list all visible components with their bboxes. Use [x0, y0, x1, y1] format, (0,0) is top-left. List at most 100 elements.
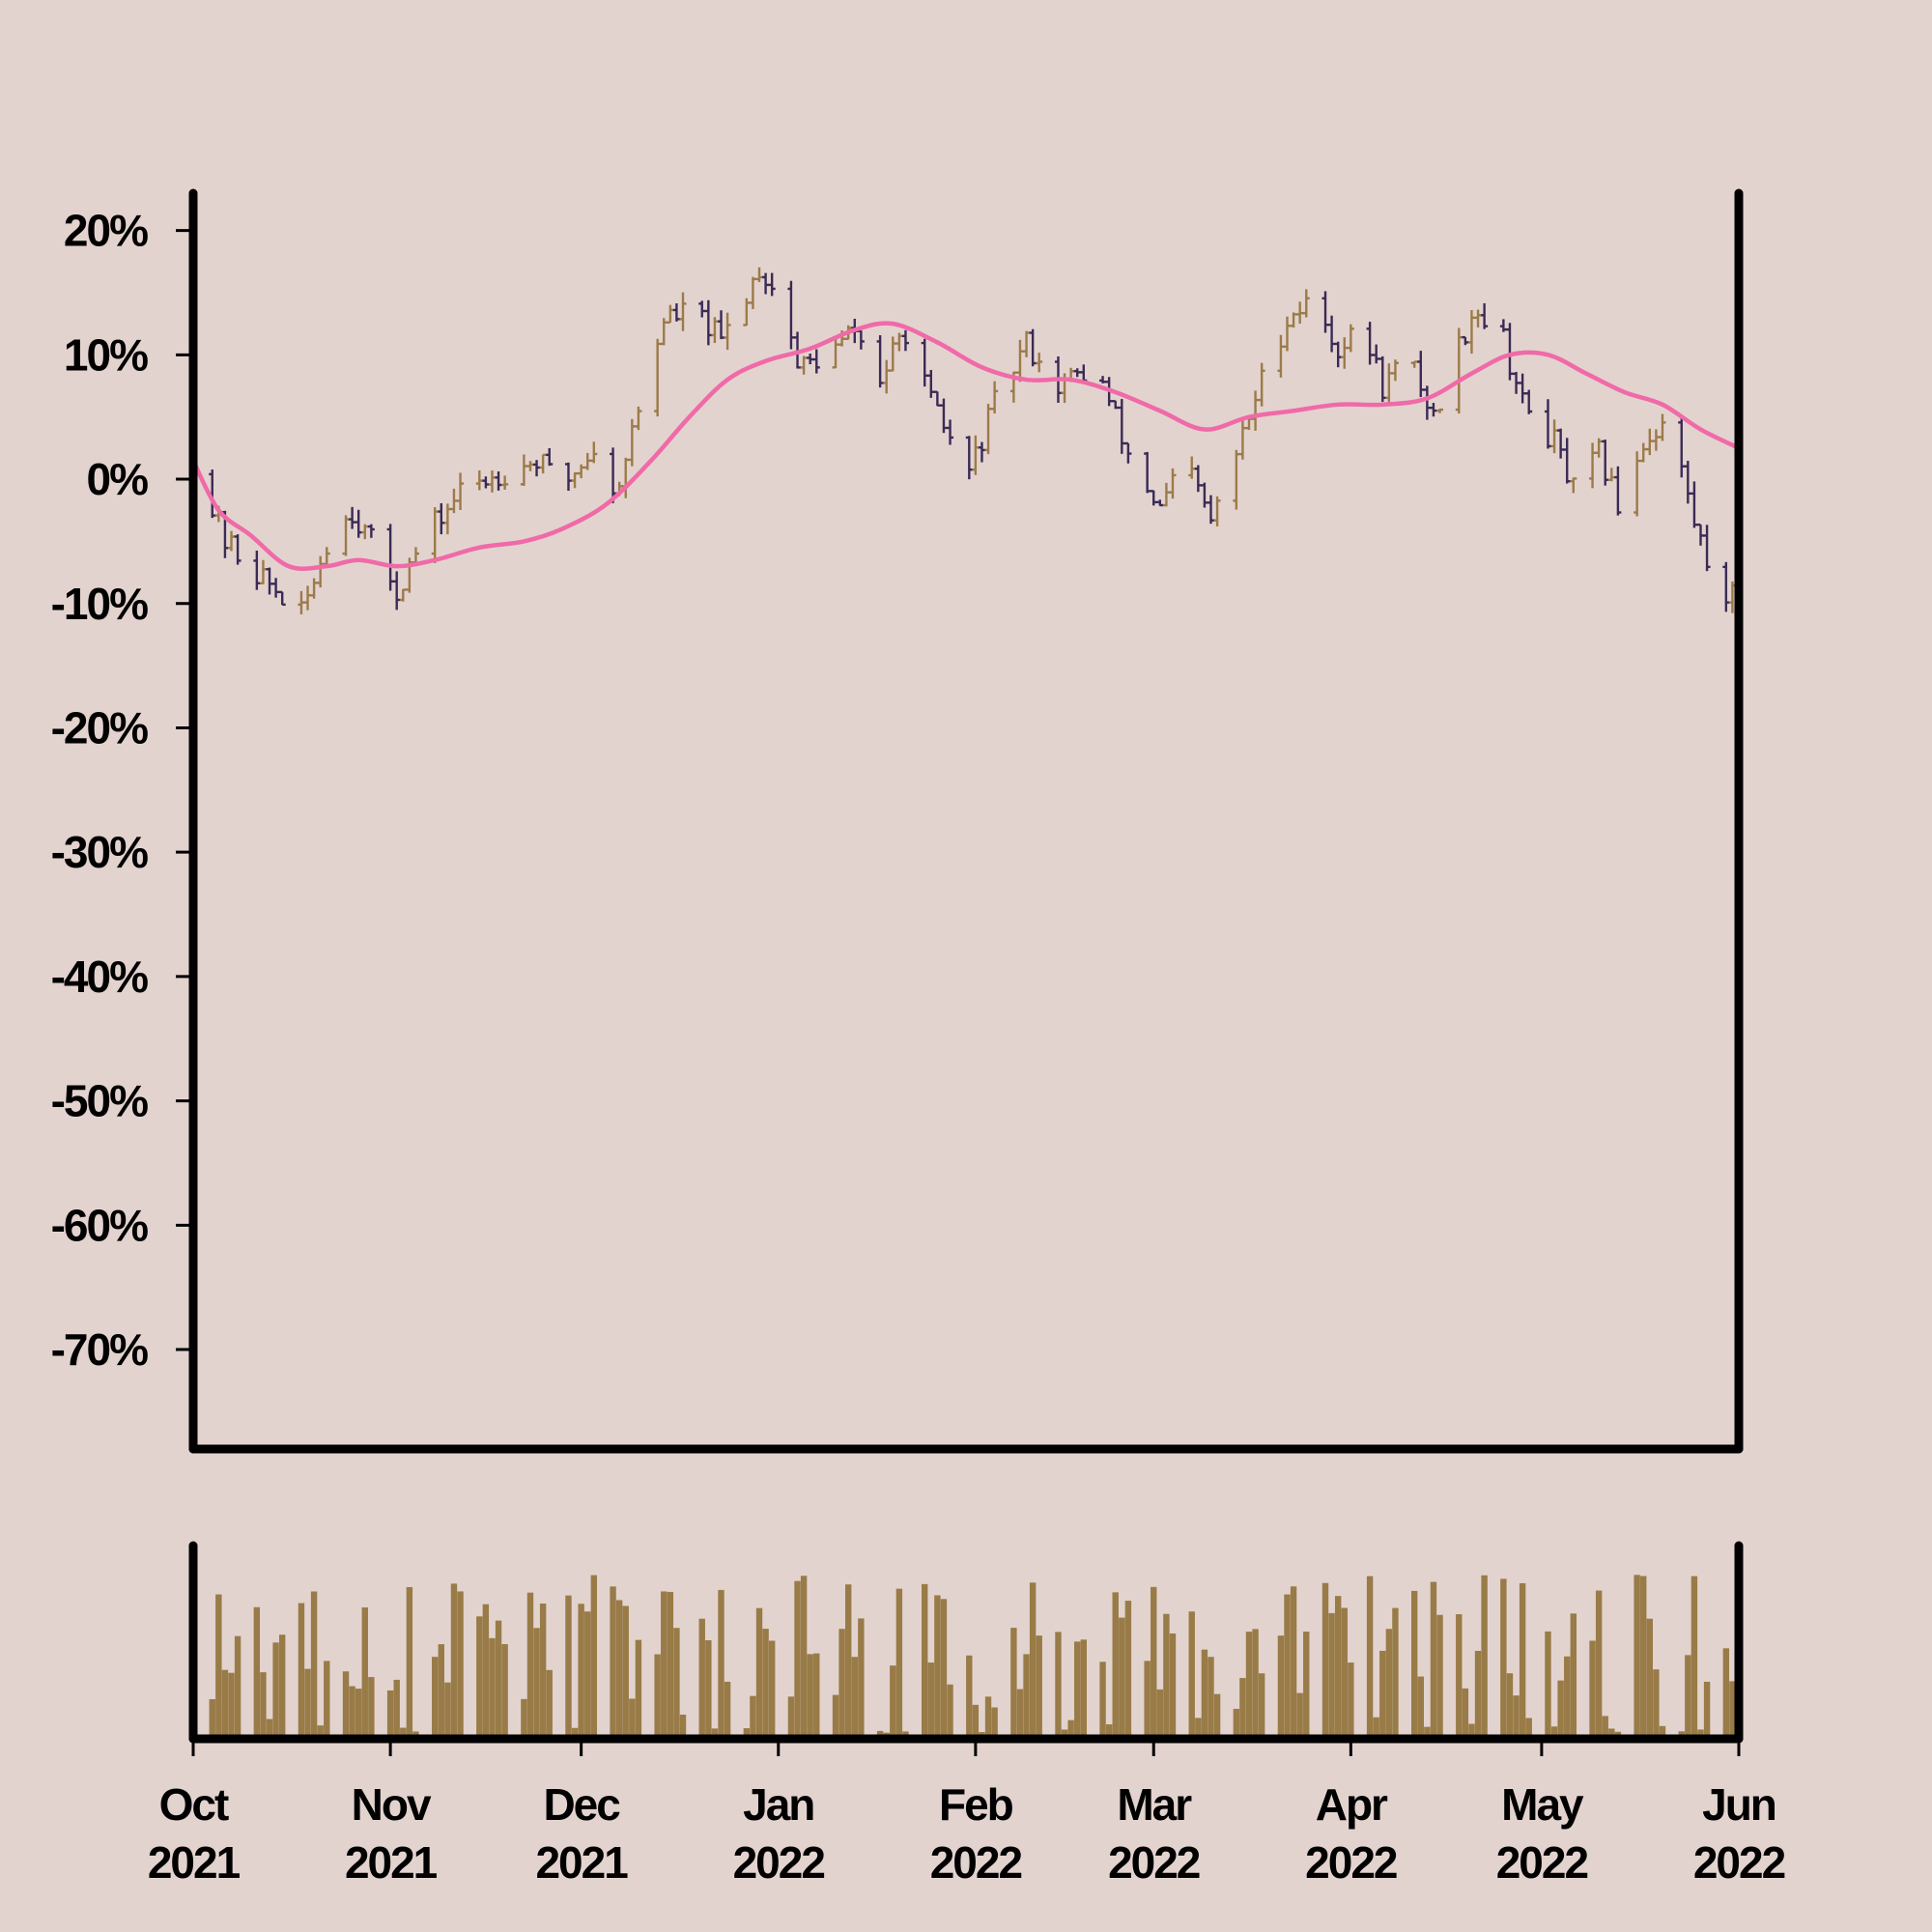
ohlc-bar [488, 470, 496, 493]
ohlc-bar [1144, 451, 1151, 494]
x-tick-label-month: Oct [159, 1779, 229, 1830]
volume-bar [1036, 1635, 1042, 1739]
ohlc-bar [1347, 324, 1354, 353]
volume-bar [947, 1684, 953, 1739]
ohlc-bar [1703, 525, 1711, 572]
volume-bar [705, 1639, 712, 1739]
ohlc-bar [1112, 400, 1120, 410]
volume-bar [272, 1642, 279, 1739]
ohlc-bar [533, 460, 541, 477]
ohlc-bar [1277, 334, 1285, 378]
ohlc-bar [386, 524, 394, 591]
y-tick-label: -40% [51, 952, 148, 1002]
ohlc-bar [457, 472, 465, 510]
volume-bar [1061, 1729, 1068, 1739]
ohlc-bar [520, 454, 527, 486]
volume-bar [590, 1575, 598, 1739]
ohlc-bar [933, 390, 941, 407]
ohlc-bar [807, 354, 814, 365]
ohlc-bar [901, 329, 909, 352]
volume-bar [533, 1628, 540, 1739]
volume-bar [966, 1655, 973, 1739]
volume-bar [1545, 1631, 1551, 1739]
volume-bar [1080, 1639, 1088, 1739]
volume-bar [1570, 1613, 1577, 1739]
ohlc-bar [1563, 438, 1571, 484]
volume-bar [1252, 1629, 1259, 1739]
volume-bar [1424, 1726, 1431, 1739]
volume-bar [832, 1694, 839, 1739]
volume-bar [1653, 1669, 1660, 1739]
ohlc-bar [1150, 490, 1157, 506]
volume-bar [278, 1634, 286, 1739]
ohlc-bar [679, 292, 687, 331]
volume-bar [724, 1681, 731, 1739]
ohlc-bar [940, 398, 948, 434]
volume-bar [1303, 1632, 1310, 1739]
ohlc-bar [1073, 368, 1081, 378]
volume-bar [578, 1604, 584, 1739]
ohlc-bar [546, 447, 554, 467]
ohlc-bar [768, 272, 776, 297]
volume-bar [654, 1654, 661, 1739]
volume-bar [298, 1603, 305, 1739]
x-tick-label-year: 2022 [1108, 1837, 1200, 1888]
ohlc-bar [475, 469, 483, 491]
ohlc-bar [1213, 496, 1221, 526]
ohlc-bar [698, 300, 706, 318]
ohlc-bar [1378, 355, 1386, 403]
volume-bar [711, 1728, 719, 1739]
volume-bar [679, 1714, 687, 1739]
ohlc-bar [1690, 481, 1698, 528]
ohlc-bar [1678, 417, 1686, 478]
ohlc-bar [724, 312, 731, 351]
ohlc-bar [1302, 289, 1310, 318]
ohlc-bar [304, 585, 312, 611]
volume-bar [584, 1611, 591, 1739]
volume-bar [635, 1639, 642, 1739]
x-tick-label-year: 2022 [1496, 1837, 1588, 1888]
volume-bar [984, 1696, 992, 1739]
ohlc-bar [1589, 442, 1597, 489]
ohlc-bar [1436, 408, 1444, 413]
volume-bar [1074, 1641, 1081, 1739]
y-tick-label: 0% [87, 454, 149, 504]
ohlc-bar [921, 338, 928, 387]
volume-bar [228, 1672, 235, 1739]
x-tick-label-month: Dec [543, 1779, 620, 1830]
volume-bar [1481, 1575, 1488, 1739]
volume-bar [1328, 1612, 1335, 1739]
ohlc-bar [1595, 438, 1603, 458]
ohlc-bar [1410, 360, 1418, 368]
ohlc-bar [812, 349, 820, 374]
ohlc-bar [1023, 330, 1031, 357]
moving-average-group [190, 321, 1740, 572]
x-tick-label-year: 2022 [1305, 1837, 1397, 1888]
volume-bar [444, 1682, 451, 1739]
price-axes [188, 188, 1744, 1454]
volume-bar [1119, 1617, 1125, 1739]
volume-bar [501, 1643, 508, 1739]
volume-bar [386, 1690, 394, 1739]
ohlc-bar [972, 435, 980, 475]
ohlc-bar [927, 369, 935, 398]
volume-bar [1634, 1575, 1640, 1739]
volume-bar [571, 1727, 579, 1739]
ohlc-bar [253, 551, 261, 590]
volume-bar [215, 1594, 222, 1739]
x-tick-label-month: Feb [939, 1779, 1013, 1830]
ohlc-bar [228, 530, 236, 552]
volume-bar [234, 1635, 242, 1739]
volume-bar [1156, 1689, 1164, 1739]
volume-bar [610, 1586, 616, 1739]
volume-bar [432, 1657, 439, 1739]
volume-bar [495, 1620, 502, 1739]
volume-bar [1722, 1648, 1730, 1739]
volume-bar [629, 1698, 636, 1739]
ohlc-bar [571, 471, 579, 489]
ohlc-bar [323, 547, 330, 566]
ohlc-bar [1328, 315, 1336, 353]
ohlc-bar [628, 418, 636, 467]
ohlc-bar [978, 441, 985, 463]
ohlc-bar [1290, 312, 1297, 328]
